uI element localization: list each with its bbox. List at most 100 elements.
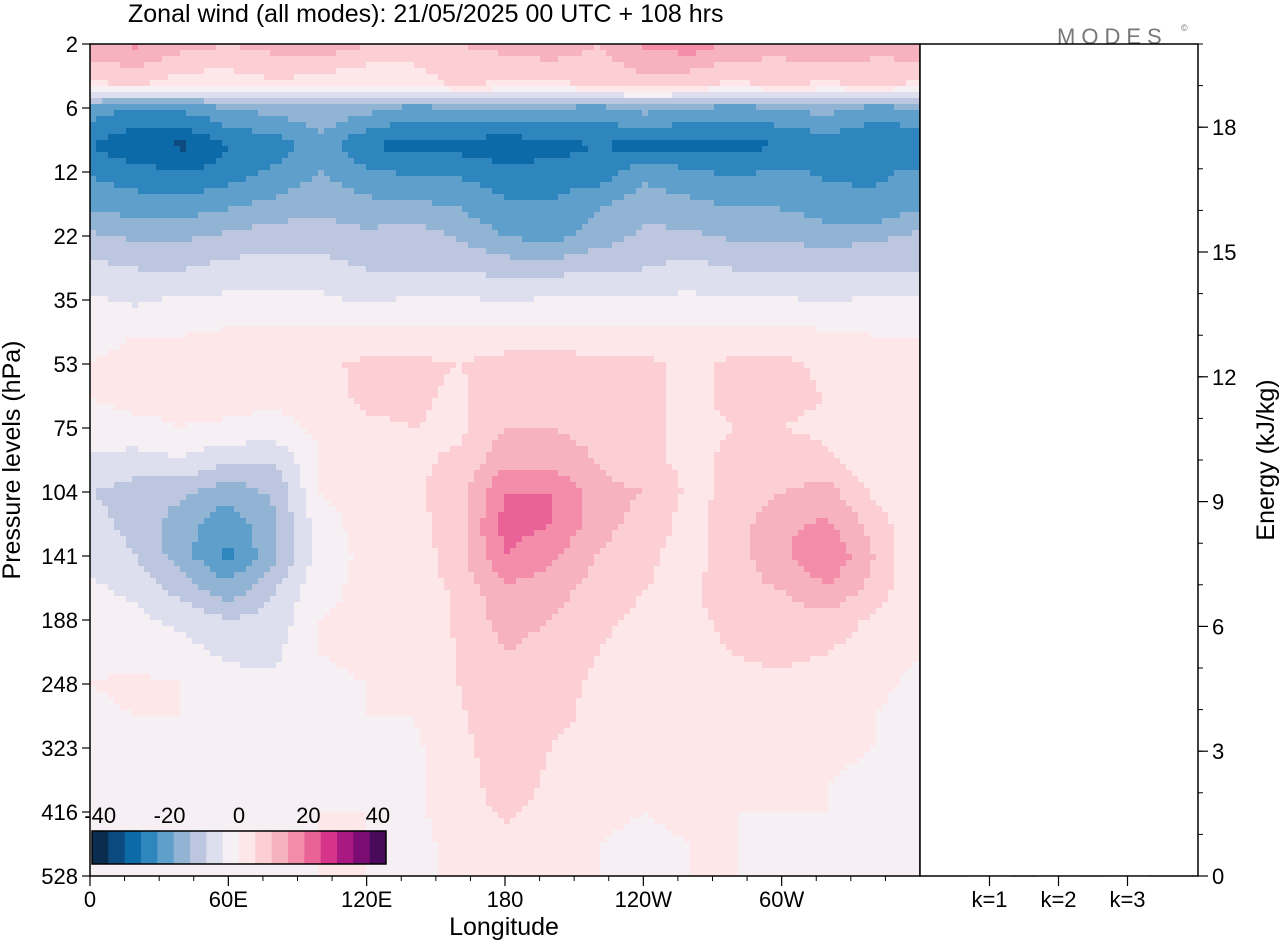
heatmap-cell	[750, 50, 757, 57]
heatmap-cell	[288, 104, 295, 111]
heatmap-cell	[162, 50, 169, 57]
heatmap-cell	[648, 92, 655, 99]
heatmap-cell	[804, 68, 811, 75]
heatmap-cell	[414, 44, 421, 51]
heatmap-cell	[714, 50, 721, 57]
heatmap-cell	[474, 92, 481, 99]
heatmap-cell	[822, 56, 829, 63]
heatmap-cell	[192, 86, 199, 93]
heatmap-cell	[228, 74, 235, 81]
heatmap-cell	[768, 68, 775, 75]
heatmap-cell	[600, 68, 607, 75]
heatmap-cell	[624, 68, 631, 75]
heatmap-cell	[672, 44, 679, 51]
heatmap-cell	[834, 80, 841, 87]
heatmap-cell	[198, 50, 205, 57]
heatmap-cell	[876, 98, 883, 105]
heatmap-cell	[696, 68, 703, 75]
heatmap-cell	[372, 92, 379, 99]
heatmap-cell	[432, 62, 439, 69]
heatmap-cell	[810, 74, 817, 81]
heatmap-cell	[96, 44, 103, 51]
heatmap-cell	[324, 92, 331, 99]
heatmap-cell	[906, 86, 913, 93]
heatmap-cell	[114, 68, 121, 75]
heatmap-cell	[492, 68, 499, 75]
heatmap-cell	[162, 68, 169, 75]
heatmap-cell	[786, 56, 793, 63]
heatmap-cell	[198, 44, 205, 51]
heatmap-cell	[570, 62, 577, 69]
heatmap-cell	[678, 92, 685, 99]
heatmap-cell	[438, 50, 445, 57]
heatmap-cell	[618, 50, 625, 57]
heatmap-cell	[198, 68, 205, 75]
heatmap-cell	[270, 68, 277, 75]
heatmap-cell	[816, 56, 823, 63]
heatmap-cell	[564, 92, 571, 99]
heatmap-cell	[576, 50, 583, 57]
heatmap-cell	[666, 80, 673, 87]
heatmap-cell	[162, 80, 169, 87]
heatmap-cell	[678, 98, 685, 105]
heatmap-cell	[288, 50, 295, 57]
heatmap-cell	[288, 98, 295, 105]
heatmap-cell	[828, 92, 835, 99]
heatmap-cell	[108, 62, 115, 69]
heatmap-cell	[240, 50, 247, 57]
heatmap-cell	[588, 86, 595, 93]
heatmap-cell	[552, 50, 559, 57]
heatmap-cell	[690, 74, 697, 81]
heatmap-cell	[180, 56, 187, 63]
heatmap-cell	[522, 74, 529, 81]
heatmap-cell	[852, 92, 859, 99]
heatmap-cell	[372, 80, 379, 87]
heatmap-cell	[876, 56, 883, 63]
heatmap-cell	[474, 56, 481, 63]
heatmap-cell	[414, 50, 421, 57]
heatmap-cell	[702, 92, 709, 99]
heatmap-cell	[846, 80, 853, 87]
heatmap-cell	[876, 80, 883, 87]
heatmap-cell	[654, 62, 661, 69]
heatmap-cell	[312, 50, 319, 57]
heatmap-cell	[612, 92, 619, 99]
heatmap-cell	[270, 104, 277, 111]
heatmap-cell	[894, 50, 901, 57]
heatmap-cell	[264, 50, 271, 57]
heatmap-cell	[708, 44, 715, 51]
heatmap-cell	[336, 44, 343, 51]
heatmap-cell	[216, 98, 223, 105]
heatmap-cell	[792, 68, 799, 75]
heatmap-cell	[774, 86, 781, 93]
heatmap-cell	[330, 56, 337, 63]
heatmap-cell	[624, 44, 631, 51]
heatmap-cell	[102, 86, 109, 93]
heatmap-cell	[894, 92, 901, 99]
heatmap-cell	[402, 74, 409, 81]
heatmap-cell	[792, 50, 799, 57]
heatmap-cell	[348, 86, 355, 93]
heatmap-cell	[846, 50, 853, 57]
heatmap-cell	[234, 104, 241, 111]
heatmap-cell	[678, 62, 685, 69]
heatmap-cell	[156, 74, 163, 81]
heatmap-cell	[162, 86, 169, 93]
heatmap-cell	[486, 80, 493, 87]
heatmap-cell	[258, 80, 265, 87]
heatmap-cell	[438, 68, 445, 75]
heatmap-cell	[894, 86, 901, 93]
heatmap-cell	[606, 80, 613, 87]
heatmap-cell	[228, 44, 235, 51]
heatmap-cell	[120, 56, 127, 63]
heatmap-cell	[330, 80, 337, 87]
heatmap-cell	[312, 80, 319, 87]
heatmap-cell	[702, 68, 709, 75]
heatmap-cell	[474, 50, 481, 57]
heatmap-cell	[738, 86, 745, 93]
heatmap-cell	[876, 86, 883, 93]
heatmap-cell	[870, 68, 877, 75]
heatmap-cell	[612, 44, 619, 51]
heatmap-cell	[708, 50, 715, 57]
heatmap-cell	[858, 68, 865, 75]
